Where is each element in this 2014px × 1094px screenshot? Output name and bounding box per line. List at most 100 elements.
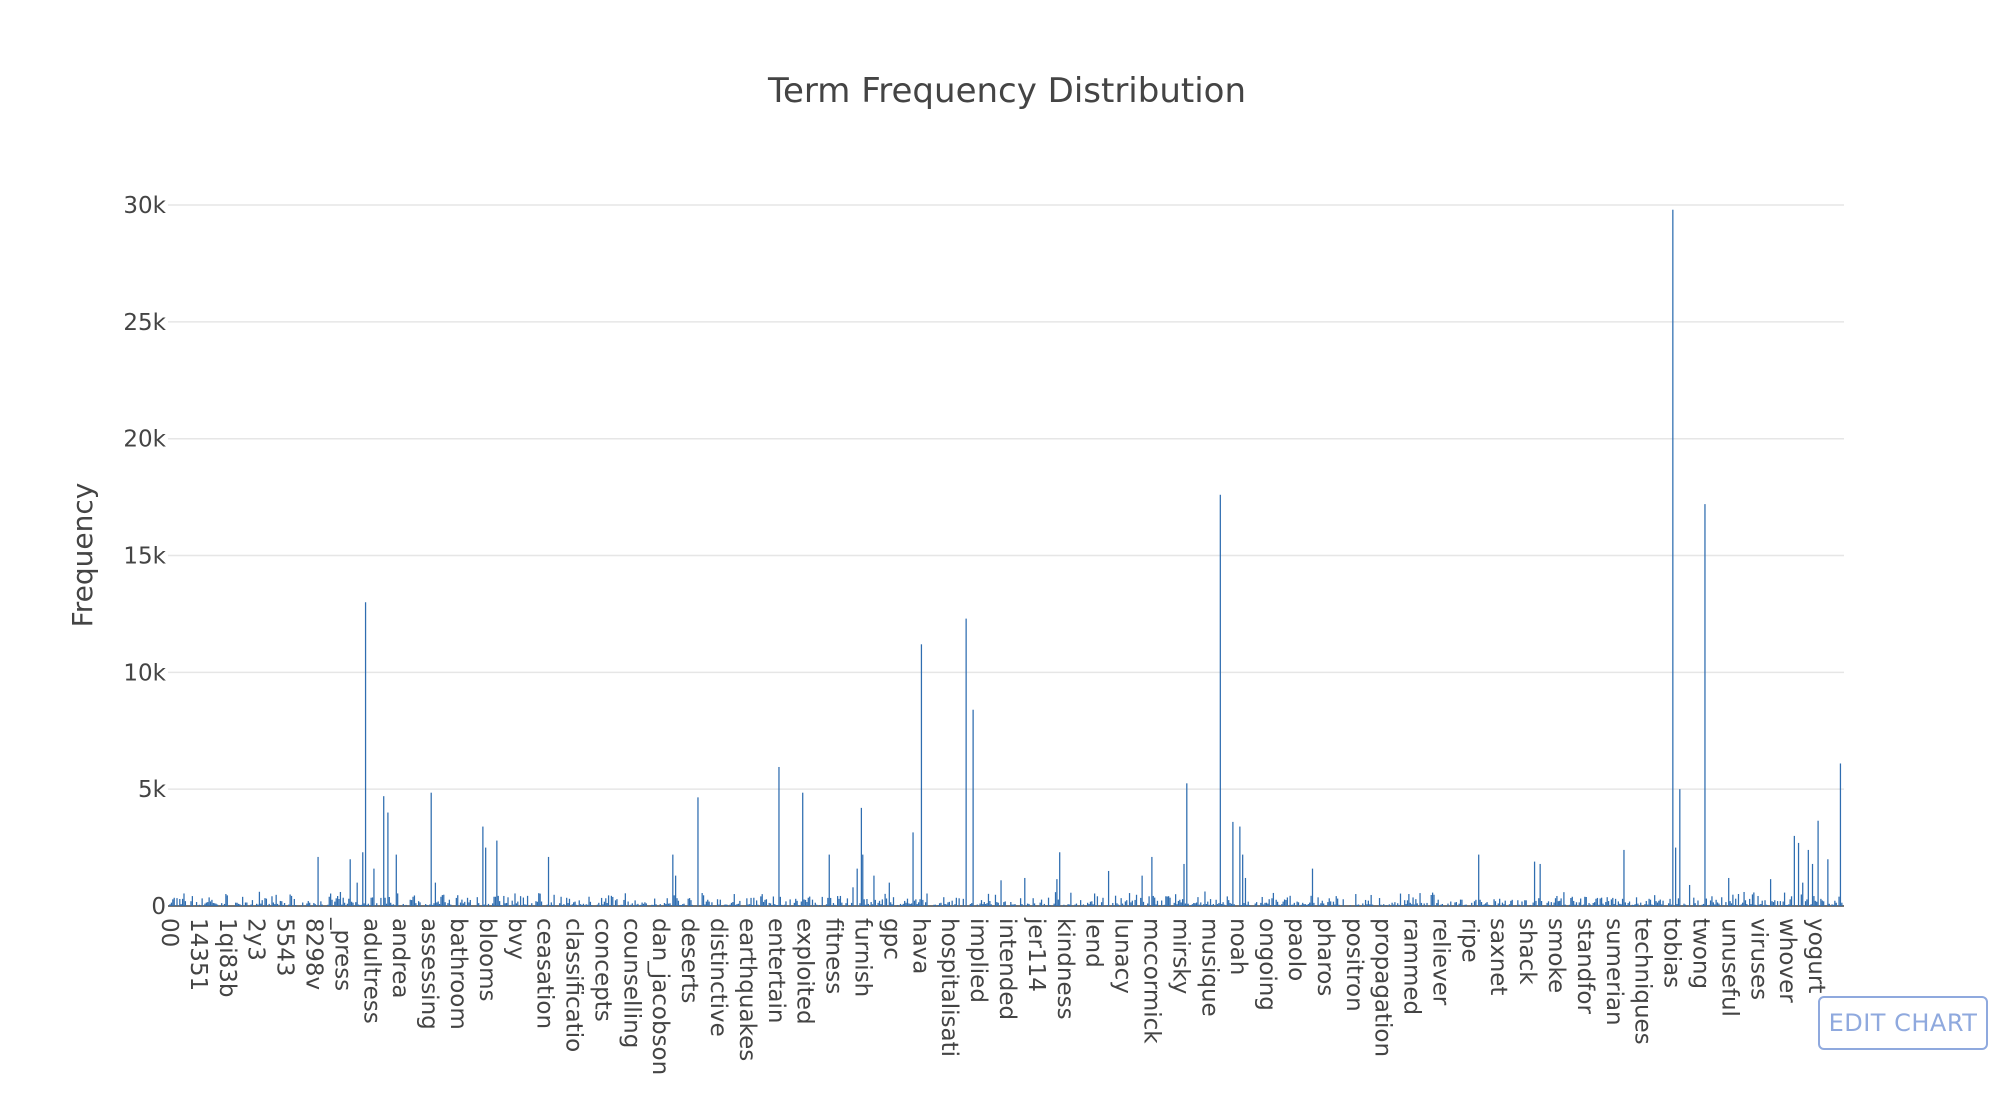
bar: [1249, 905, 1251, 906]
bar: [1672, 209, 1674, 907]
bar: [1712, 902, 1714, 906]
bar: [1247, 901, 1249, 906]
bar: [1405, 903, 1407, 906]
bar: [418, 901, 420, 906]
bar: [871, 904, 874, 906]
bar: [1332, 901, 1335, 906]
bar: [1411, 904, 1413, 906]
bar: [1437, 899, 1439, 906]
bar: [725, 904, 727, 906]
bar: [1539, 863, 1541, 906]
bar: [637, 903, 639, 906]
bar: [1721, 897, 1723, 906]
bar: [349, 859, 351, 906]
bar: [1239, 826, 1241, 906]
bar: [837, 896, 839, 906]
bar: [769, 903, 772, 906]
x-tick-label: deserts: [676, 918, 702, 1003]
bar: [383, 796, 385, 906]
x-tick-label: noah: [1225, 918, 1251, 975]
bar: [1750, 904, 1752, 906]
bar: [809, 896, 811, 906]
x-axis-ticks: 00 14351 1qi83b 2y3 5543 8298v _press adultress…: [156, 917, 1829, 1075]
bar: [181, 898, 184, 906]
bar: [260, 903, 262, 906]
bar: [258, 891, 261, 906]
bar: [1652, 905, 1654, 906]
bar: [255, 903, 258, 906]
bar: [547, 856, 550, 906]
bar: [1154, 897, 1156, 906]
bar: [945, 904, 948, 906]
bar: [1337, 898, 1339, 906]
bar: [538, 893, 540, 906]
bar: [1311, 868, 1314, 906]
bar: [1356, 904, 1358, 906]
bar: [760, 896, 762, 906]
bar: [1184, 903, 1187, 906]
bar: [1637, 903, 1639, 906]
bar: [1725, 902, 1727, 906]
bar: [487, 903, 490, 906]
x-tick-label: ongoing: [1254, 918, 1280, 1011]
bar: [1480, 902, 1483, 906]
bar: [762, 901, 765, 906]
bar: [1286, 897, 1288, 906]
bar: [363, 903, 365, 906]
bar: [902, 903, 904, 906]
bar: [1789, 899, 1791, 906]
bar: [862, 854, 864, 906]
bar: [1648, 898, 1650, 906]
bar: [1440, 904, 1442, 906]
bar: [1475, 899, 1477, 906]
bar: [1307, 904, 1309, 906]
bar: [1370, 894, 1372, 906]
bar: [1575, 902, 1578, 906]
x-tick-label: smoke: [1543, 918, 1569, 993]
bar: [1431, 892, 1434, 906]
bar: [937, 905, 939, 906]
bar: [1102, 897, 1104, 906]
bar: [911, 903, 913, 906]
bar: [761, 894, 763, 906]
bar: [588, 896, 590, 906]
bar: [778, 766, 780, 906]
bar: [1357, 904, 1360, 906]
bar: [676, 898, 678, 906]
bar: [1464, 904, 1466, 906]
bar: [704, 904, 706, 906]
bar: [507, 897, 509, 906]
bar: [550, 902, 552, 906]
bar: [1742, 902, 1744, 906]
bar: [1788, 904, 1790, 906]
bar: [1688, 884, 1691, 906]
chart-title: Term Frequency Distribution: [767, 71, 1246, 111]
bar: [561, 905, 564, 906]
bar: [302, 902, 304, 906]
bar: [623, 899, 625, 906]
bar: [1292, 904, 1294, 906]
bar: [736, 904, 738, 906]
bar: [1573, 900, 1575, 906]
bar: [846, 898, 849, 906]
bar: [535, 901, 537, 906]
bar: [205, 902, 207, 906]
x-tick-label: 14351: [185, 918, 211, 991]
bar: [1282, 901, 1284, 906]
bar: [571, 904, 573, 906]
bar: [376, 903, 378, 906]
bar: [1338, 904, 1340, 906]
bar: [1209, 899, 1212, 906]
bar: [690, 900, 692, 906]
bar: [1584, 896, 1586, 906]
bar: [1197, 897, 1199, 906]
bar: [979, 903, 981, 906]
bar: [1380, 904, 1382, 906]
bar: [1033, 903, 1036, 906]
bar: [1754, 904, 1756, 906]
bar: [672, 854, 674, 906]
x-tick-label: lunacy: [1110, 918, 1136, 994]
edit-chart-button[interactable]: EDIT CHART: [1818, 996, 1988, 1050]
bar: [1626, 905, 1628, 906]
bar: [719, 899, 721, 906]
